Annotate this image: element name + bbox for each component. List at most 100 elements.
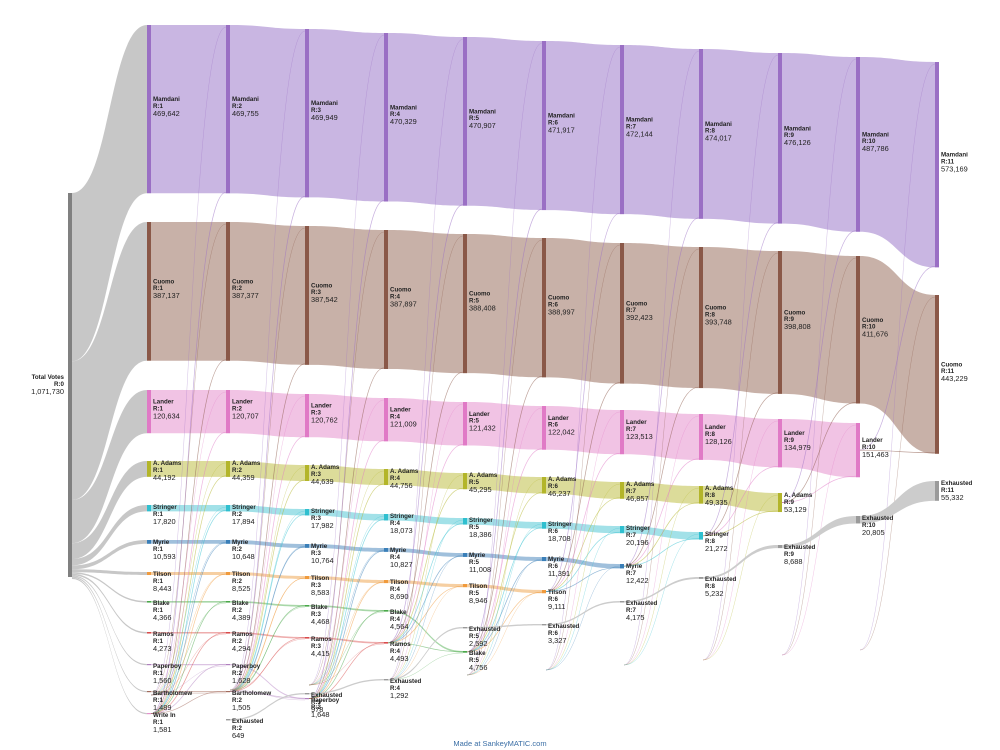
flow-mamdani-r6 xyxy=(546,41,620,215)
label-blake-r5: Blake R:5 4,756 xyxy=(469,650,488,672)
transfer-line-34 xyxy=(545,483,621,671)
node-exhausted-R8 xyxy=(699,577,703,579)
transfer-writein-to-myrie xyxy=(150,542,227,714)
transfer-tilson-to-stringer xyxy=(545,531,621,592)
label-blake-r1: Blake R:1 4,366 xyxy=(153,600,172,622)
flow-exhausted-R:8 xyxy=(703,545,778,579)
flow-exhausted-R:5 xyxy=(467,624,542,629)
label-cuomo-r1: Cuomo R:1 387,137 xyxy=(153,278,180,300)
transfer-stringer-to-cuomo xyxy=(702,392,779,537)
flow-mamdani-r10 xyxy=(860,57,935,268)
transfer-line-31 xyxy=(308,470,385,686)
node-adams-r9 xyxy=(778,493,782,513)
label-lander-r6: Lander R:6 122,042 xyxy=(548,415,575,437)
label-cuomo-r2: Cuomo R:2 387,377 xyxy=(232,278,259,300)
transfer-line-4 xyxy=(466,42,543,676)
flow-cuomo-r5 xyxy=(467,234,542,378)
transfer-line-11 xyxy=(229,227,306,691)
transfer-writein-to-mamdani xyxy=(150,191,227,714)
label-mamdani-r1: Mamdani R:1 469,642 xyxy=(153,96,180,118)
transfer-line-3 xyxy=(387,38,464,681)
transfer-line-16 xyxy=(623,248,700,666)
label-exhausted-R6: Exhausted R:6 3,327 xyxy=(548,623,580,645)
transfer-line-6 xyxy=(623,50,700,666)
label-tilson-r5: Tilson R:5 8,946 xyxy=(469,583,488,605)
transfer-writein-to-blake xyxy=(150,601,227,714)
node-tilson-r5 xyxy=(463,584,467,588)
flow-lander-r3 xyxy=(309,394,384,442)
transfer-ramos-to-lander xyxy=(387,444,464,644)
node-mamdani-r4 xyxy=(384,33,388,202)
flow-total-to-cuomo xyxy=(72,222,147,500)
label-mamdani-r9: Mamdani R:9 476,126 xyxy=(784,125,811,147)
transfer-myrie-to-cuomo xyxy=(623,386,700,567)
label-adams-r7: A. Adams R:7 46,857 xyxy=(626,481,655,503)
flow-adams-r4 xyxy=(388,469,463,490)
flow-cuomo-r9 xyxy=(782,251,856,404)
credit-link[interactable]: Made at SankeyMATIC.com xyxy=(453,739,547,748)
label-mamdani-r3: Mamdani R:3 469,949 xyxy=(311,100,338,122)
transfer-line-45 xyxy=(229,545,306,691)
label-exhausted-R4: Exhausted R:4 1,292 xyxy=(390,678,422,700)
transfer-line-49 xyxy=(545,565,621,671)
label-stringer-r3: Stringer R:3 17,982 xyxy=(311,508,335,530)
node-lander-r6 xyxy=(542,406,546,450)
node-writein-r1 xyxy=(147,713,151,715)
node-tilson-r3 xyxy=(305,576,309,580)
transfer-line-19 xyxy=(859,296,936,651)
transfer-writein-to-stringer xyxy=(150,510,227,714)
flow-cuomo-r3 xyxy=(309,226,384,369)
transfer-line-23 xyxy=(387,403,464,681)
flow-exhausted-R:9 xyxy=(782,516,856,549)
flow-blake-r4 xyxy=(388,610,463,653)
label-adams-r5: A. Adams R:5 45,295 xyxy=(469,472,498,494)
flow-ramos-r1 xyxy=(151,632,226,634)
transfer-line-60 xyxy=(229,638,306,691)
transfer-line-39 xyxy=(308,515,385,686)
transfer-line-1 xyxy=(229,30,306,691)
node-stringer-r2 xyxy=(226,505,230,512)
transfer-blake-to-myrie xyxy=(466,559,543,653)
label-mamdani-r5: Mamdani R:5 470,907 xyxy=(469,108,496,130)
label-lander-r8: Lander R:8 128,126 xyxy=(705,424,732,446)
transfer-ramos-to-blake xyxy=(387,642,464,653)
flow-mamdani-r5 xyxy=(467,37,542,211)
flow-total-to-mamdani xyxy=(72,25,147,362)
transfer-writein-to-cuomo xyxy=(150,359,227,714)
flow-adams-r5 xyxy=(467,473,542,494)
flow-mamdani-r8 xyxy=(703,49,778,224)
transfer-paperboy-to-adams xyxy=(308,483,385,699)
node-mamdani-r3 xyxy=(305,29,309,198)
flow-cuomo-r7 xyxy=(624,243,699,389)
node-myrie-r5 xyxy=(463,553,467,557)
flow-exhausted-R:3 xyxy=(309,679,384,695)
flow-lander-r8 xyxy=(703,414,778,468)
label-blake-r2: Blake R:2 4,389 xyxy=(232,600,251,622)
node-tilson-r4 xyxy=(384,580,388,584)
flow-total-to-adams xyxy=(72,461,147,560)
node-mamdani-r5 xyxy=(463,37,467,206)
transfer-line-64 xyxy=(150,692,227,696)
label-exhausted-R8: Exhausted R:8 5,232 xyxy=(705,576,737,598)
flow-stringer-r4 xyxy=(388,514,463,525)
node-mamdani-r2 xyxy=(226,25,230,194)
transfer-paperboy-to-stringer xyxy=(308,519,385,699)
label-adams-r9: A. Adams R:9 53,129 xyxy=(784,492,813,514)
flow-stringer-r3 xyxy=(309,509,384,521)
transfer-line-28 xyxy=(781,424,857,656)
transfer-line-14 xyxy=(466,239,543,676)
node-stringer-r5 xyxy=(463,518,467,525)
transfer-stringer-to-mamdani xyxy=(702,222,779,537)
transfer-line-35 xyxy=(623,487,700,666)
flow-stringer-r1 xyxy=(151,505,226,512)
label-stringer-r8: Stringer R:8 21,272 xyxy=(705,531,729,553)
label-lander-r3: Lander R:3 120,762 xyxy=(311,403,338,425)
transfer-line-47 xyxy=(387,554,464,681)
node-tilson-r1 xyxy=(147,572,151,576)
node-blake-r4 xyxy=(384,610,388,612)
label-cuomo-r8: Cuomo R:8 393,748 xyxy=(705,305,732,327)
node-cuomo-r4 xyxy=(384,230,388,369)
node-lander-r2 xyxy=(226,390,230,434)
label-ramos-r4: Ramos R:4 4,493 xyxy=(390,641,411,663)
label-lander-r5: Lander R:5 121,432 xyxy=(469,411,496,433)
